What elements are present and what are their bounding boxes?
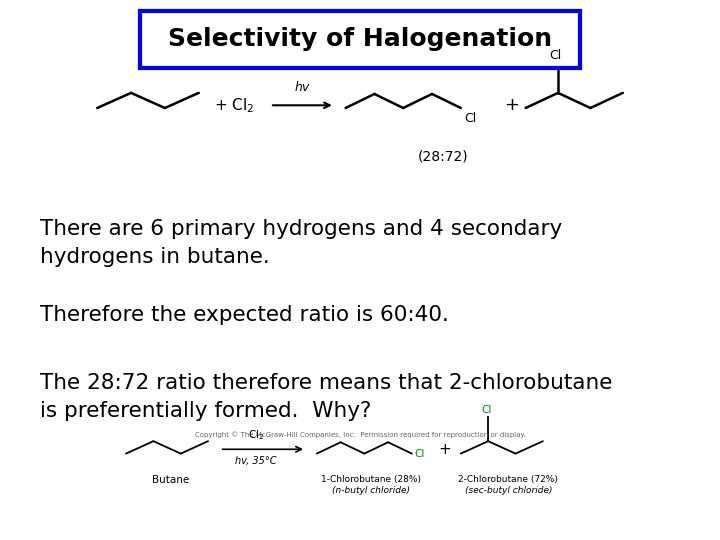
Text: Cl$_2$: Cl$_2$ xyxy=(248,428,264,442)
Text: (28:72): (28:72) xyxy=(418,150,468,164)
Text: There are 6 primary hydrogens and 4 secondary
hydrogens in butane.: There are 6 primary hydrogens and 4 seco… xyxy=(40,219,562,267)
Text: Copyright © The McGraw-Hill Companies, Inc.  Permission required for reproductio: Copyright © The McGraw-Hill Companies, I… xyxy=(194,431,526,438)
Text: Cl: Cl xyxy=(464,112,477,125)
Text: Cl: Cl xyxy=(481,405,491,415)
Text: +: + xyxy=(504,96,518,114)
Text: 2-Chlorobutane (72%): 2-Chlorobutane (72%) xyxy=(459,475,558,484)
Text: The 28:72 ratio therefore means that 2-chlorobutane
is preferentially formed.  W: The 28:72 ratio therefore means that 2-c… xyxy=(40,373,612,421)
FancyBboxPatch shape xyxy=(140,11,580,68)
Text: hv: hv xyxy=(294,82,310,94)
Text: Cl: Cl xyxy=(549,49,562,62)
Text: +: + xyxy=(438,442,451,457)
Text: Cl: Cl xyxy=(414,449,424,458)
Text: (sec-butyl chloride): (sec-butyl chloride) xyxy=(464,486,552,495)
Text: 1-Chlorobutane (28%): 1-Chlorobutane (28%) xyxy=(321,475,420,484)
Text: Selectivity of Halogenation: Selectivity of Halogenation xyxy=(168,27,552,51)
Text: Therefore the expected ratio is 60:40.: Therefore the expected ratio is 60:40. xyxy=(40,305,449,325)
Text: + Cl$_2$: + Cl$_2$ xyxy=(214,96,254,114)
Text: hv, 35°C: hv, 35°C xyxy=(235,456,276,467)
Text: Butane: Butane xyxy=(152,475,189,485)
Text: (n-butyl chloride): (n-butyl chloride) xyxy=(332,486,410,495)
